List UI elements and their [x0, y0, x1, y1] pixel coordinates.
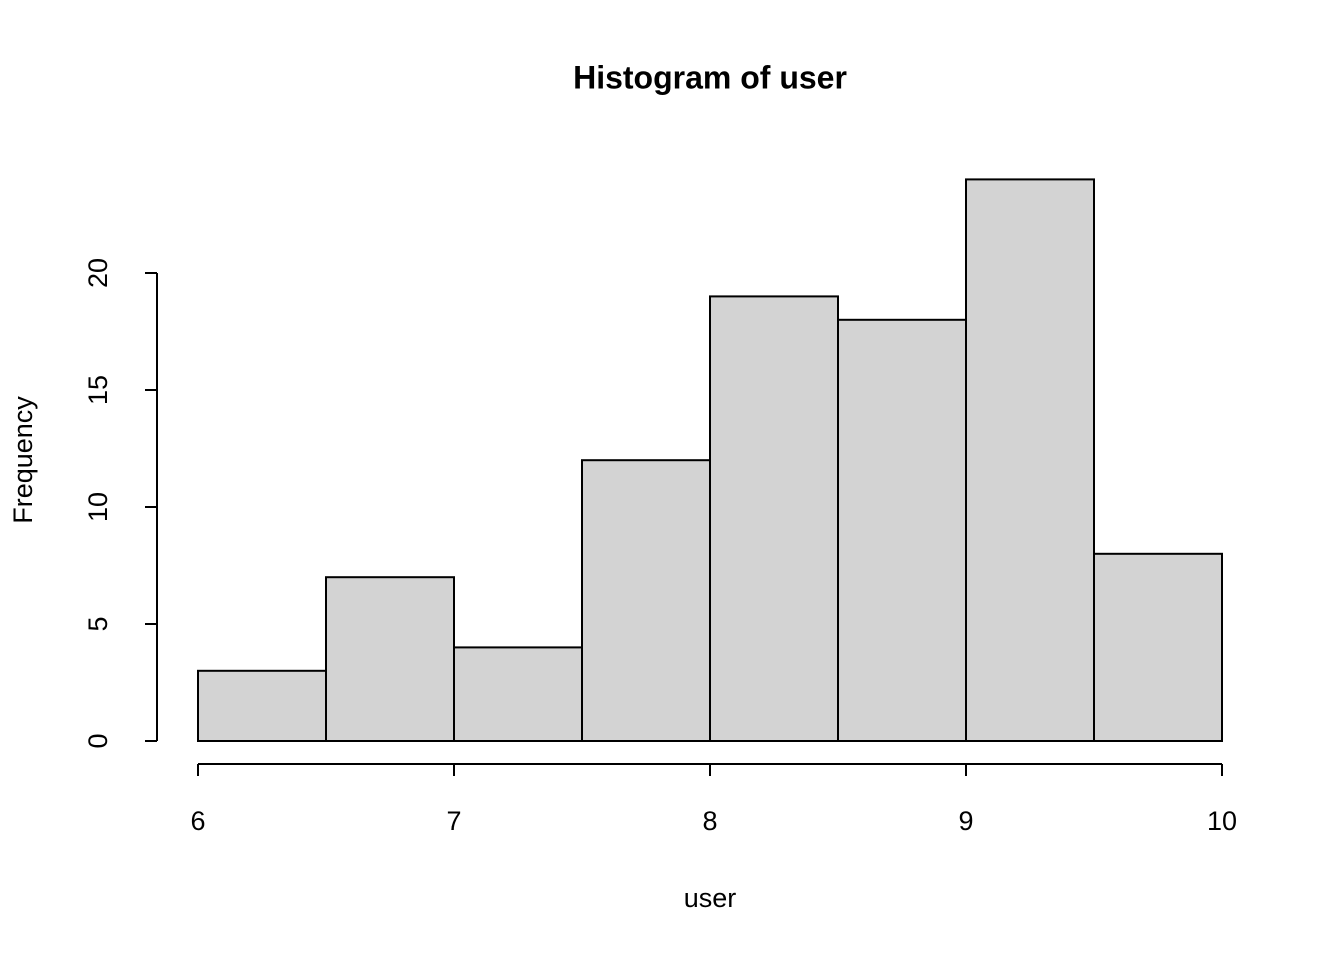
x-tick-label: 9	[958, 806, 973, 836]
bar	[197, 669, 327, 742]
y-tick-label: 5	[83, 616, 113, 631]
y-tick-label: 20	[83, 258, 113, 288]
x-axis-label: user	[684, 883, 737, 913]
bar	[709, 295, 839, 742]
chart-title: Histogram of user	[573, 59, 847, 95]
bar	[837, 318, 967, 742]
x-tick-label: 7	[446, 806, 461, 836]
bar	[325, 576, 455, 743]
x-tick-label: 8	[702, 806, 717, 836]
y-tick-label: 10	[83, 492, 113, 522]
bar	[1093, 552, 1223, 742]
bar	[965, 178, 1095, 742]
x-tick-label: 10	[1207, 806, 1237, 836]
x-tick-label: 6	[190, 806, 205, 836]
bar	[581, 459, 711, 742]
y-tick-label: 15	[83, 375, 113, 405]
bar	[453, 646, 583, 743]
y-axis-label: Frequency	[8, 396, 38, 524]
y-tick-label: 0	[83, 733, 113, 748]
